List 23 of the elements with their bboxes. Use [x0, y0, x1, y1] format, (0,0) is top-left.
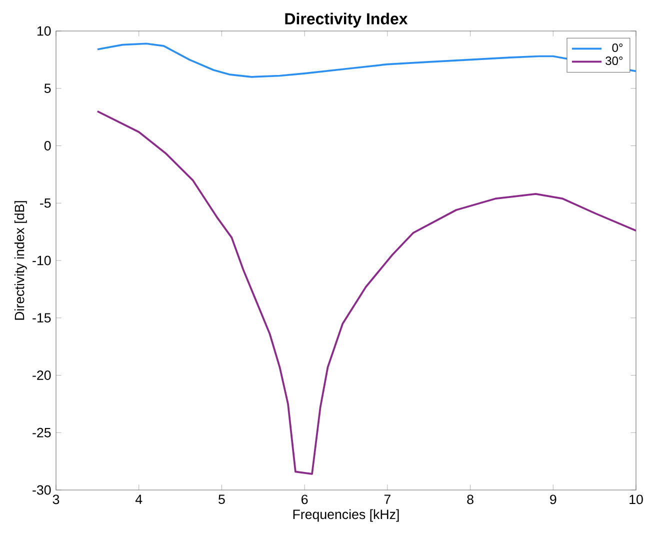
line-series [96, 110, 636, 475]
legend-label: 0° [612, 43, 623, 52]
x-tick-label: 6 [302, 494, 308, 504]
x-tick-label: 4 [135, 494, 142, 504]
x-tick-label: 3 [52, 494, 60, 504]
y-tick-label: 10 [37, 26, 51, 36]
x-tick-label: 9 [550, 494, 556, 504]
legend-label: 30° [606, 56, 623, 66]
y-tick-label: -5 [40, 198, 51, 208]
y-tick-label: 0 [44, 141, 51, 150]
x-tick-label: 5 [218, 494, 225, 504]
x-tick-label: 10 [630, 494, 643, 504]
x-tick-label: 8 [467, 494, 474, 504]
y-tick-label: -15 [32, 313, 51, 323]
x-tick-label: 7 [384, 494, 390, 504]
chart-title: Directivity Index [285, 12, 408, 28]
y-tick-label: 5 [44, 84, 51, 94]
y-tick-label: -30 [32, 485, 51, 495]
y-axis-title: Directivity index [dB] [14, 201, 27, 320]
y-tick-label: -20 [32, 370, 51, 380]
y-tick-label: -10 [32, 256, 51, 266]
y-tick-label: -25 [32, 428, 51, 438]
x-axis-title: Frequencies [kHz] [293, 509, 399, 522]
